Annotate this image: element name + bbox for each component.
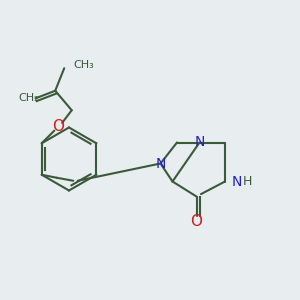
Text: N: N (194, 136, 205, 149)
Text: O: O (190, 214, 202, 230)
Text: H: H (243, 175, 252, 188)
Text: N: N (232, 175, 242, 188)
Text: O: O (52, 119, 64, 134)
Text: N: N (155, 157, 166, 170)
Text: CH₃: CH₃ (73, 60, 94, 70)
Text: CH₂: CH₂ (18, 93, 38, 103)
